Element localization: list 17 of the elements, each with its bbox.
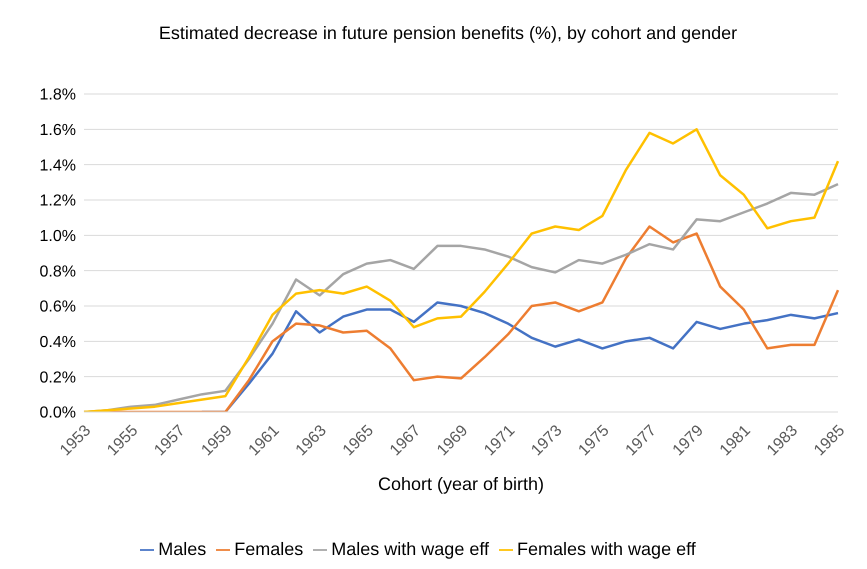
y-tick-label: 0.2% <box>40 369 76 386</box>
legend-label: Males with wage eff <box>331 539 490 559</box>
line-series <box>82 128 840 412</box>
y-tick-label: 1.0% <box>40 228 76 246</box>
legend-label: Males <box>158 539 206 559</box>
y-tick-label: 1.4% <box>40 157 76 174</box>
y-tick-label: 1.2% <box>40 192 76 210</box>
legend-label: Females with wage eff <box>517 539 696 559</box>
chart-title: Estimated decrease in future pension benefits (%), by cohort and gender <box>158 22 738 45</box>
y-tick-label: 0.0% <box>40 404 76 422</box>
y-tick-label: 1.6% <box>40 122 76 140</box>
legend-label: Females <box>234 539 304 559</box>
y-tick-label: 1.8% <box>40 86 76 104</box>
y-tick-label: 0.4% <box>40 334 76 352</box>
y-tick-label: 0.8% <box>40 263 76 280</box>
y-tick-label: 0.6% <box>40 298 76 316</box>
x-axis-title: Cohort (year of birth) <box>378 474 544 494</box>
